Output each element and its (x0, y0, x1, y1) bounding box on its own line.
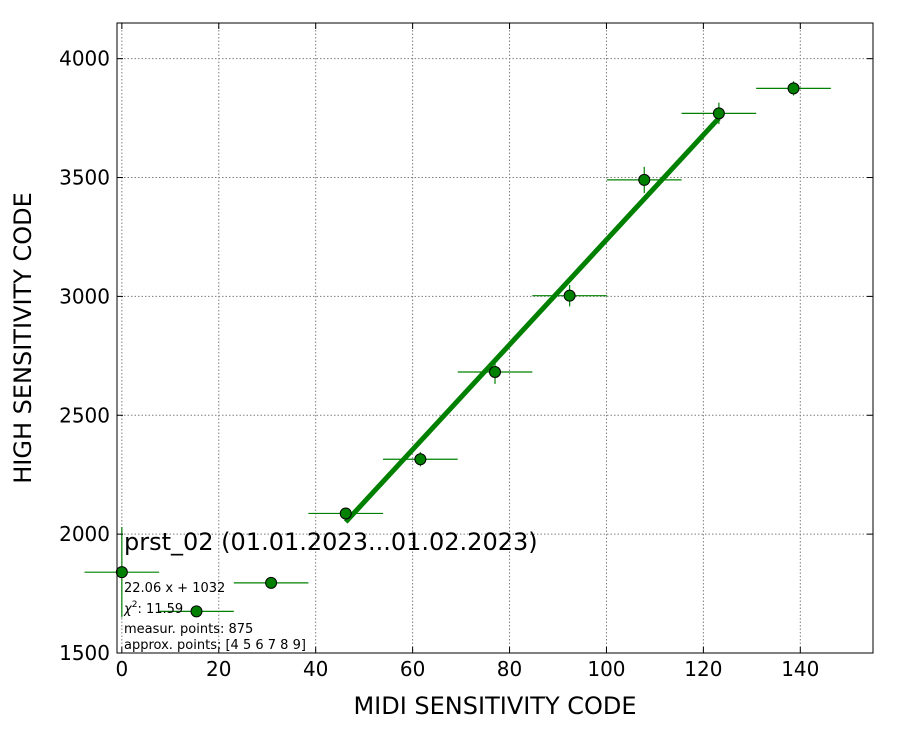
fit-line (343, 116, 721, 524)
y-tick-label: 4000 (59, 47, 110, 71)
data-point-8 (606, 166, 682, 193)
x-tick-label: 120 (684, 657, 722, 681)
fit-line-group (343, 116, 721, 524)
point-marker (489, 365, 501, 378)
data-point-9 (681, 102, 757, 125)
y-tick-label: 2500 (59, 403, 110, 427)
x-tick-label: 40 (303, 657, 328, 681)
x-tick-label: 20 (206, 657, 231, 681)
data-point-1 (84, 527, 160, 618)
data-point-6 (457, 360, 533, 384)
x-tick-label: 60 (400, 657, 425, 681)
y-tick-label: 2000 (59, 522, 110, 546)
point-marker (563, 289, 576, 302)
point-marker (190, 605, 203, 618)
data-points (84, 81, 831, 618)
x-tick-label: 100 (587, 657, 625, 681)
chart-title-annotation: prst_02 (01.01.2023...01.02.2023) (124, 528, 538, 556)
approx-points: approx. points: [4 5 6 7 8 9] (124, 638, 306, 653)
data-point-4 (308, 507, 384, 520)
point-marker (115, 566, 128, 579)
point-marker (638, 173, 651, 186)
x-tick-label: 80 (497, 657, 522, 681)
fit-equation: 22.06 x + 1032 (124, 581, 225, 596)
y-tick-label: 3500 (59, 166, 110, 190)
grid (117, 23, 873, 654)
chi2-value: 11.59 (146, 602, 183, 617)
point-marker (339, 507, 352, 520)
x-tick-label: 0 (115, 657, 128, 681)
x-axis-label: MIDI SENSITIVITY CODE (353, 692, 636, 720)
point-marker (787, 82, 800, 95)
y-axis-label: HIGH SENSITIVITY CODE (9, 192, 37, 484)
point-marker (712, 107, 725, 120)
data-point-2 (159, 605, 234, 618)
plot-background (117, 23, 873, 653)
measur-points: measur. points: 875 (124, 622, 253, 637)
x-tick-label: 140 (781, 657, 819, 681)
point-marker (414, 453, 427, 466)
y-tick-label: 3000 (59, 284, 110, 308)
point-marker (265, 576, 278, 589)
y-tick-label: 1500 (59, 641, 110, 665)
data-point-10 (756, 81, 831, 96)
data-point-7 (532, 284, 607, 307)
chi2-annotation: χ2: 11.59 (123, 600, 183, 617)
ticks: 0 20 40 60 80 100 120 140 1500 2000 2500 3000 3500 40… (59, 23, 873, 681)
data-point-5 (383, 452, 458, 467)
plot-frame (116, 22, 874, 654)
data-point-3 (233, 576, 309, 589)
